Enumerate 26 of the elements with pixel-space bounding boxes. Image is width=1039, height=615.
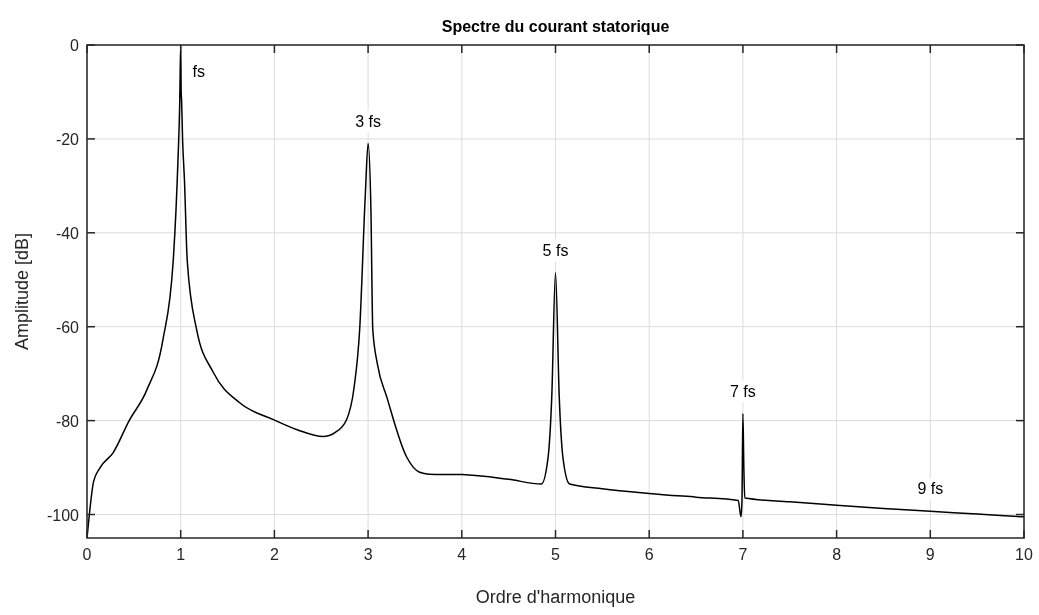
x-tick-label: 1 [176, 546, 186, 563]
x-tick-label: 8 [832, 546, 842, 563]
annotation: 7 fs [730, 382, 756, 400]
x-tick-label: 5 [551, 546, 561, 563]
annotation: 9 fs [917, 480, 944, 498]
x-tick-label: 2 [269, 546, 279, 563]
x-tick-label: 3 [363, 546, 373, 563]
x-tick-label: 10 [1015, 546, 1033, 563]
y-axis-title: Amplitude [dB] [12, 232, 32, 351]
x-tick-label: 4 [457, 546, 467, 563]
chart-title: Spectre du courant statorique [441, 18, 670, 35]
line-series [87, 44, 1024, 538]
x-tick-label: 7 [738, 546, 748, 563]
annotation: 5 fs [542, 241, 569, 259]
y-tick-label: -40 [55, 224, 80, 242]
annotation: 3 fs [355, 112, 381, 130]
x-tick-label: 9 [925, 546, 935, 563]
x-tick-label: 0 [82, 546, 92, 563]
y-tick-label: 0 [70, 37, 80, 54]
y-tick-label: -60 [55, 318, 80, 336]
y-tick-label: -80 [55, 412, 80, 430]
y-tick-label: -100 [46, 506, 80, 524]
annotation: fs [192, 63, 205, 80]
x-tick-label: 6 [644, 546, 654, 563]
x-axis-title: Ordre d'harmonique [475, 587, 636, 607]
y-tick-label: -20 [55, 130, 80, 148]
